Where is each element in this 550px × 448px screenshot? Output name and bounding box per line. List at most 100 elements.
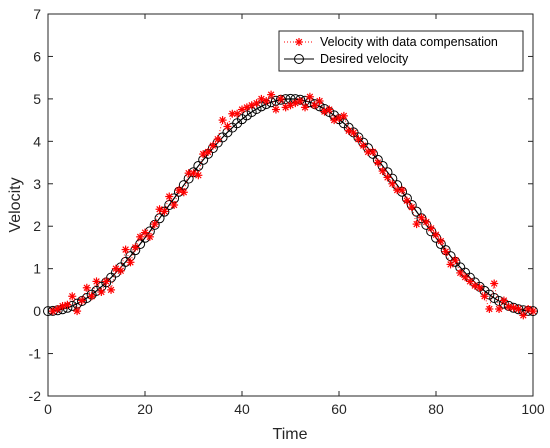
compensation-point [490, 279, 499, 288]
x-tick-label: 60 [331, 401, 347, 417]
compensation-point [407, 203, 416, 212]
compensation-point [432, 230, 440, 239]
compensation-point [514, 304, 523, 313]
compensation-point [68, 292, 77, 301]
compensation-point [204, 147, 213, 156]
x-tick-label: 100 [521, 401, 545, 417]
compensation-point [267, 90, 276, 99]
compensation-point [218, 116, 227, 125]
compensation-point [145, 232, 154, 241]
legend-desired-label: Desired velocity [320, 52, 409, 66]
compensation-point [174, 186, 183, 195]
compensation-point [427, 224, 436, 233]
y-tick-label: 4 [33, 133, 41, 149]
compensation-point [325, 105, 334, 114]
compensation-point [92, 277, 101, 286]
compensation-point [475, 283, 484, 292]
compensation-point [160, 207, 169, 216]
compensation-point [194, 171, 203, 180]
compensation-point [383, 173, 392, 182]
compensation-point [73, 307, 82, 316]
x-tick-label: 40 [234, 401, 250, 417]
compensation-point [170, 201, 179, 209]
compensation-point [339, 111, 348, 120]
axis-ticks: 0 20 40 60 80 100 -2 -1 0 1 2 3 4 5 6 7 [29, 6, 545, 417]
compensation-point [315, 97, 324, 106]
desired-velocity-point [411, 206, 422, 217]
compensation-point [131, 243, 140, 252]
desired-velocity-point [154, 213, 165, 224]
compensation-point [121, 245, 130, 254]
compensation-point [136, 232, 145, 241]
compensation-point [310, 101, 319, 110]
compensation-point [223, 122, 232, 131]
compensation-point [102, 277, 111, 286]
compensation-point [422, 217, 431, 226]
x-tick-label: 20 [137, 401, 153, 417]
compensation-point [107, 285, 116, 294]
compensation-point [77, 296, 86, 305]
compensation-point [373, 158, 382, 167]
compensation-point [82, 283, 91, 292]
compensation-point [480, 292, 489, 301]
compensation-point [296, 97, 305, 106]
compensation-point [126, 258, 135, 267]
compensation-point [412, 220, 421, 229]
compensation-point [213, 135, 222, 144]
compensation-point [509, 303, 518, 312]
y-tick-label: 2 [33, 218, 41, 234]
compensation-point [349, 128, 358, 137]
compensation-point [378, 167, 387, 176]
plot-area [47, 13, 534, 397]
compensation-point [305, 92, 314, 101]
legend-compensation-label: Velocity with data compensation [320, 35, 498, 49]
compensation-point [519, 311, 528, 320]
compensation-point [301, 103, 310, 112]
x-tick-label: 80 [428, 401, 444, 417]
compensation-point [504, 302, 513, 311]
compensation-point [63, 300, 72, 309]
y-tick-label: 3 [33, 176, 41, 192]
legend-desired-marker [294, 54, 304, 64]
compensation-point [97, 288, 106, 297]
x-axis-label: Time [273, 426, 308, 443]
compensation-point [485, 304, 494, 313]
compensation-point [87, 292, 96, 301]
x-tick-label: 0 [44, 401, 52, 417]
compensation-point [499, 296, 508, 305]
compensation-point [208, 141, 217, 150]
compensation-point [441, 247, 450, 256]
desired-velocity-point [193, 160, 204, 171]
legend-box [278, 30, 524, 72]
compensation-point [58, 302, 67, 311]
compensation-line [52, 93, 534, 317]
compensation-point [150, 220, 159, 229]
compensation-point [436, 237, 445, 246]
desired-velocity-point [489, 292, 500, 303]
y-tick-label: 5 [33, 91, 41, 107]
compensation-point [368, 147, 377, 156]
y-axis-label: Velocity [7, 177, 24, 232]
y-tick-label: 1 [33, 261, 41, 277]
y-tick-label: 6 [33, 48, 41, 64]
y-tick-label: 7 [33, 6, 41, 22]
compensation-point [276, 94, 285, 103]
compensation-point [359, 141, 368, 150]
compensation-point [165, 192, 174, 201]
compensation-point [398, 186, 407, 195]
compensation-point [495, 304, 504, 313]
compensation-point [402, 196, 411, 205]
compensation-series [48, 90, 537, 320]
compensation-point [354, 135, 363, 144]
compensation-point [179, 188, 188, 197]
compensation-point [388, 179, 397, 188]
compensation-point [529, 307, 537, 316]
legend: Velocity with data compensation Desired … [278, 30, 524, 72]
y-tick-label: -2 [29, 388, 42, 404]
legend-compensation-marker [295, 38, 303, 46]
y-tick-label: -1 [29, 346, 42, 362]
compensation-point [116, 266, 125, 275]
y-tick-label: 0 [33, 303, 41, 319]
legend-asterisk [295, 38, 303, 46]
